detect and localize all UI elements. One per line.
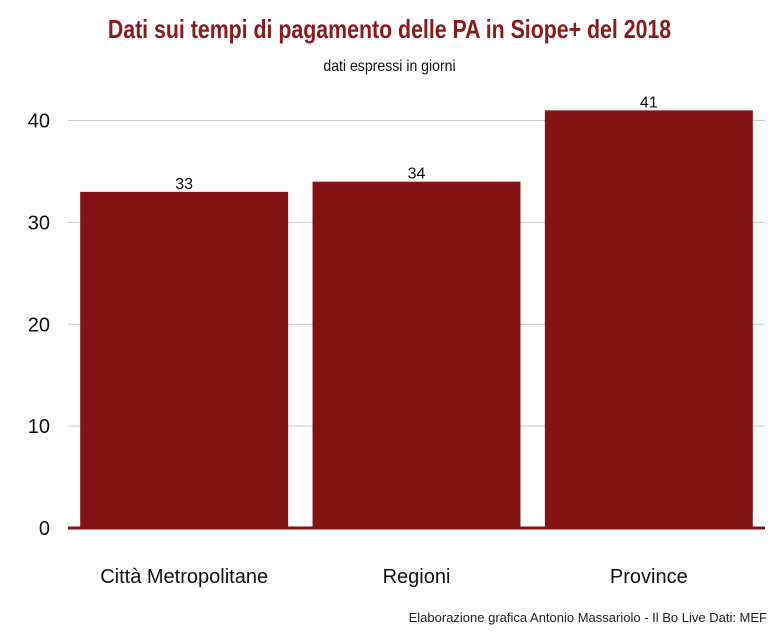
y-tick-label: 30 <box>28 212 50 234</box>
category-label: Città Metropolitane <box>100 566 268 588</box>
y-tick-label: 0 <box>39 518 50 540</box>
y-tick-label: 40 <box>28 111 50 133</box>
category-label: Province <box>610 566 688 588</box>
data-label: 34 <box>408 166 426 183</box>
chart-subtitle: dati espressi in giorni <box>323 58 456 75</box>
chart-caption: Elaborazione grafica Antonio Massariolo … <box>408 610 767 625</box>
chart-title: Dati sui tempi di pagamento delle PA in … <box>107 14 672 44</box>
data-labels: 33 34 41 <box>175 94 658 192</box>
category-label: Regioni <box>383 566 451 588</box>
bar <box>312 181 521 528</box>
y-tick-label: 10 <box>28 416 50 438</box>
bars <box>80 110 753 528</box>
bar <box>544 110 753 528</box>
y-tick-label: 20 <box>28 314 50 336</box>
bar <box>80 191 289 528</box>
x-axis-category-labels: Città Metropolitane Regioni Province <box>100 566 688 588</box>
data-label: 41 <box>640 94 658 111</box>
data-label: 33 <box>175 176 193 193</box>
y-axis-tick-labels: 0 10 20 30 40 <box>28 111 50 540</box>
